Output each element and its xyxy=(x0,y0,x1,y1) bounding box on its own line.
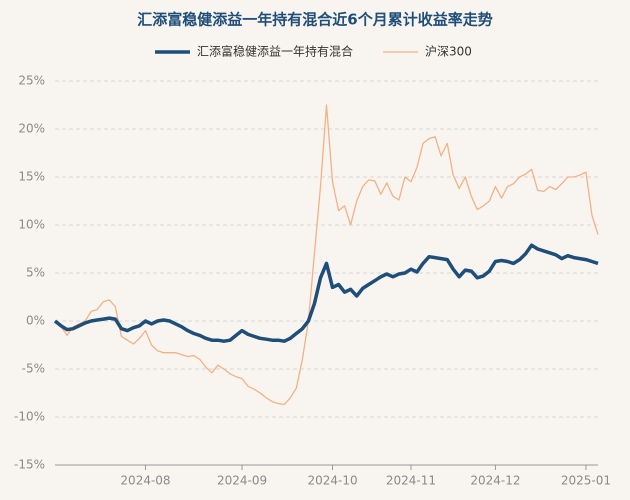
x-tick-label: 2024-11 xyxy=(386,474,436,488)
x-tick-label: 2024-12 xyxy=(470,474,520,488)
y-tick-label: 0% xyxy=(26,314,45,328)
x-tick-label: 2024-09 xyxy=(217,474,267,488)
chart-title: 汇添富稳健添益一年持有混合近6个月累计收益率走势 xyxy=(137,11,492,29)
legend-label: 汇添富稳健添益一年持有混合 xyxy=(197,44,353,59)
legend-label: 沪深300 xyxy=(425,45,472,59)
y-tick-label: -10% xyxy=(14,410,45,424)
y-tick-label: 10% xyxy=(18,218,45,232)
x-tick-label: 2024-10 xyxy=(307,474,357,488)
y-tick-label: -15% xyxy=(14,458,45,472)
y-tick-label: 5% xyxy=(26,266,45,280)
y-tick-label: 15% xyxy=(18,170,45,184)
series-line xyxy=(54,104,599,406)
x-tick-label: 2025-01 xyxy=(561,474,611,488)
series-line xyxy=(53,243,599,343)
y-tick-label: -5% xyxy=(22,362,45,376)
y-tick-label: 25% xyxy=(18,74,45,88)
y-tick-label: 20% xyxy=(18,122,45,136)
x-tick-label: 2024-08 xyxy=(120,474,170,488)
